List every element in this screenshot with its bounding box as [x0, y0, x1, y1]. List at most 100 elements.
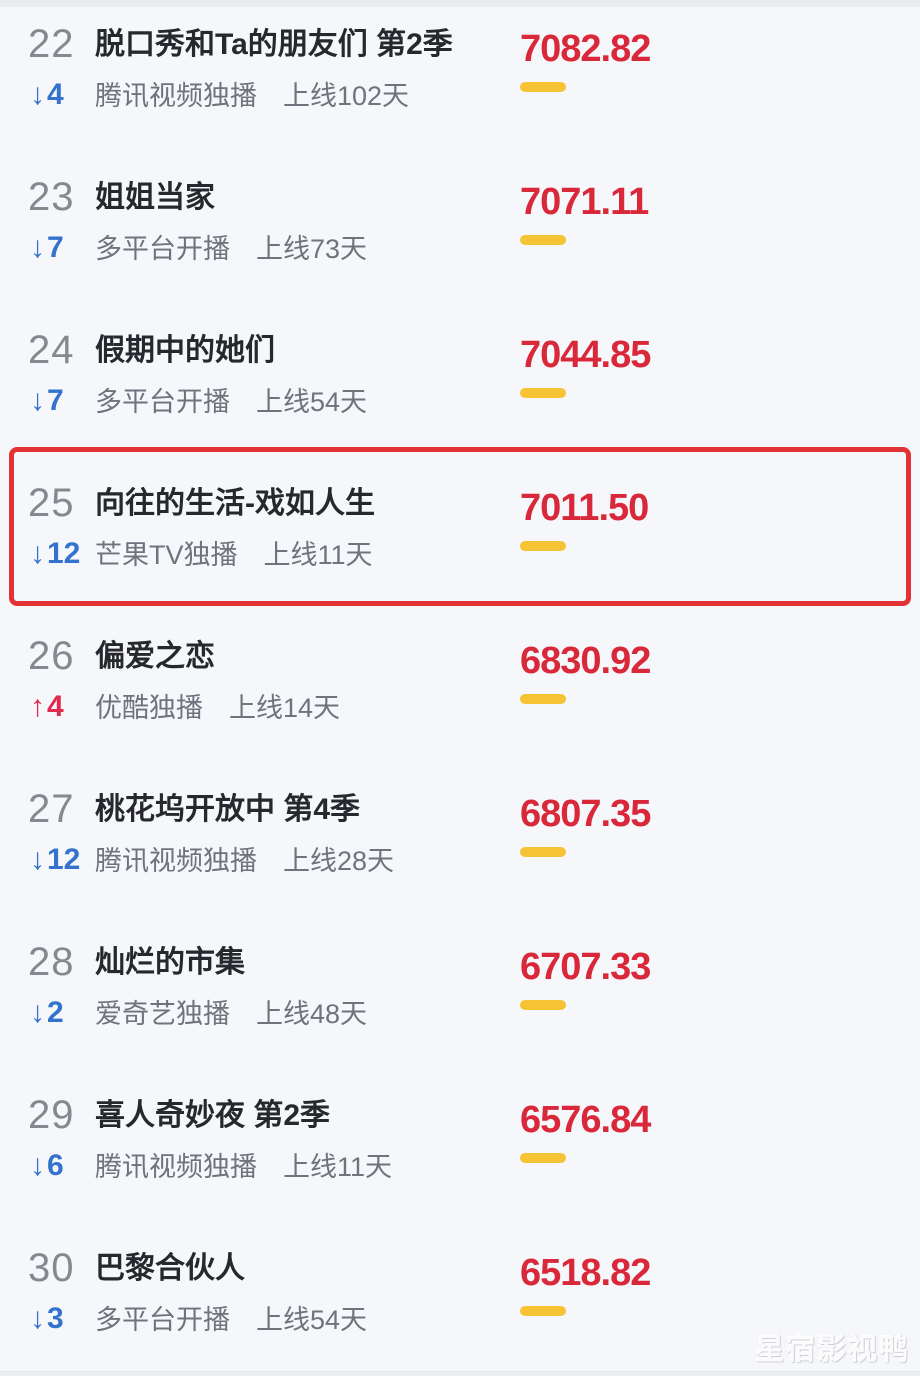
trend-indicator: ↓2 — [30, 996, 64, 1029]
trend-indicator: ↓6 — [30, 1149, 64, 1182]
rank-number: 23 — [28, 175, 75, 219]
trend-indicator: ↓12 — [30, 537, 80, 570]
rank-number: 24 — [28, 328, 75, 372]
platform-label: 多平台开播 — [95, 234, 230, 264]
heat-score: 6830.92 — [520, 640, 651, 682]
score-underline — [520, 1306, 566, 1316]
show-row[interactable]: 25 ↓12 向往的生活-戏如人生 芒果TV独播 上线11天 7011.50 — [0, 447, 920, 632]
heat-score: 7082.82 — [520, 28, 651, 70]
show-row[interactable]: 23 ↓7 姐姐当家 多平台开播 上线73天 7071.11 — [0, 173, 920, 326]
rank-number: 25 — [28, 481, 75, 525]
trend-arrow-icon: ↑ — [30, 690, 45, 723]
trend-value: 7 — [47, 384, 64, 417]
trend-value: 3 — [47, 1302, 64, 1335]
trend-arrow-icon: ↓ — [30, 843, 45, 876]
show-subinfo: 多平台开播 上线54天 — [95, 1304, 367, 1338]
show-subinfo: 多平台开播 上线54天 — [95, 386, 367, 420]
score-underline — [520, 1000, 566, 1010]
show-row[interactable]: 26 ↑4 偏爱之恋 优酷独播 上线14天 6830.92 — [0, 632, 920, 785]
score-box: 7071.11 — [520, 181, 649, 245]
days-online-label: 上线11天 — [283, 1152, 393, 1182]
show-title: 偏爱之恋 — [95, 640, 215, 673]
rank-number: 27 — [28, 787, 75, 831]
score-box: 6518.82 — [520, 1254, 651, 1316]
trend-arrow-icon: ↓ — [30, 537, 45, 570]
show-row[interactable]: 24 ↓7 假期中的她们 多平台开播 上线54天 7044.85 — [0, 326, 920, 479]
score-underline — [520, 235, 566, 245]
platform-label: 芒果TV独播 — [95, 540, 238, 570]
trend-arrow-icon: ↓ — [30, 78, 45, 111]
days-online-label: 上线11天 — [263, 540, 373, 570]
show-title: 假期中的她们 — [95, 334, 275, 367]
trend-indicator: ↓7 — [30, 384, 64, 417]
days-online-label: 上线102天 — [283, 81, 410, 111]
show-title: 姐姐当家 — [95, 181, 215, 214]
show-subinfo: 腾讯视频独播 上线28天 — [95, 845, 394, 879]
trend-value: 7 — [47, 231, 64, 264]
score-box: 6576.84 — [520, 1099, 651, 1163]
score-box: 6707.33 — [520, 948, 651, 1010]
show-title: 脱口秀和Ta的朋友们 第2季 — [95, 28, 453, 61]
score-underline — [520, 388, 566, 398]
trend-indicator: ↓7 — [30, 231, 64, 264]
platform-label: 多平台开播 — [95, 1305, 230, 1335]
show-title: 桃花坞开放中 第4季 — [95, 793, 361, 826]
trend-arrow-icon: ↓ — [30, 1302, 45, 1335]
show-subinfo: 爱奇艺独播 上线48天 — [95, 998, 367, 1032]
show-row[interactable]: 29 ↓6 喜人奇妙夜 第2季 腾讯视频独播 上线11天 6576.84 — [0, 1091, 920, 1244]
platform-label: 腾讯视频独播 — [95, 846, 257, 876]
show-row[interactable]: 27 ↓12 桃花坞开放中 第4季 腾讯视频独播 上线28天 6807.35 — [0, 785, 920, 938]
trend-arrow-icon: ↓ — [30, 1149, 45, 1182]
score-box: 7082.82 — [520, 28, 651, 92]
trend-arrow-icon: ↓ — [30, 231, 45, 264]
trend-value: 12 — [47, 843, 81, 876]
platform-label: 多平台开播 — [95, 387, 230, 417]
heat-score: 6576.84 — [520, 1099, 651, 1141]
top-edge-strip — [0, 0, 920, 7]
show-title: 向往的生活-戏如人生 — [95, 487, 375, 520]
trend-arrow-icon: ↓ — [30, 996, 45, 1029]
days-online-label: 上线28天 — [283, 846, 395, 876]
days-online-label: 上线14天 — [229, 693, 341, 723]
show-title: 巴黎合伙人 — [95, 1252, 245, 1285]
trend-value: 2 — [47, 996, 64, 1029]
heat-score: 6807.35 — [520, 793, 651, 835]
rank-number: 26 — [28, 634, 75, 678]
days-online-label: 上线54天 — [256, 387, 368, 417]
watermark: 星宿影视鸭 — [754, 1334, 910, 1366]
rank-number: 22 — [28, 22, 75, 66]
trend-arrow-icon: ↓ — [30, 384, 45, 417]
trend-indicator: ↓3 — [30, 1302, 64, 1335]
heat-score: 7044.85 — [520, 334, 651, 376]
show-row[interactable]: 22 ↓4 脱口秀和Ta的朋友们 第2季 腾讯视频独播 上线102天 7082.8… — [0, 20, 920, 173]
ranking-list: 22 ↓4 脱口秀和Ta的朋友们 第2季 腾讯视频独播 上线102天 7082.8… — [0, 20, 920, 1376]
days-online-label: 上线73天 — [256, 234, 368, 264]
platform-label: 腾讯视频独播 — [95, 81, 257, 111]
trend-value: 6 — [47, 1149, 64, 1182]
trend-indicator: ↑4 — [30, 690, 64, 723]
trend-value: 12 — [47, 537, 81, 570]
days-online-label: 上线54天 — [256, 1305, 368, 1335]
score-box: 7044.85 — [520, 334, 651, 398]
rank-number: 29 — [28, 1093, 75, 1137]
score-box: 6807.35 — [520, 793, 651, 857]
heat-score: 7071.11 — [520, 181, 649, 223]
score-underline — [520, 847, 566, 857]
show-subinfo: 优酷独播 上线14天 — [95, 692, 340, 726]
show-title: 灿烂的市集 — [95, 946, 245, 979]
score-underline — [520, 694, 566, 704]
platform-label: 腾讯视频独播 — [95, 1152, 257, 1182]
score-box: 6830.92 — [520, 640, 651, 704]
score-underline — [520, 541, 566, 551]
trend-value: 4 — [47, 690, 64, 723]
rank-number: 30 — [28, 1246, 75, 1290]
trend-value: 4 — [47, 78, 64, 111]
rank-number: 28 — [28, 940, 75, 984]
trend-indicator: ↓4 — [30, 78, 64, 111]
show-row[interactable]: 28 ↓2 灿烂的市集 爱奇艺独播 上线48天 6707.33 — [0, 938, 920, 1091]
show-row[interactable]: 30 ↓3 巴黎合伙人 多平台开播 上线54天 6518.82 — [0, 1244, 920, 1376]
show-subinfo: 腾讯视频独播 上线11天 — [95, 1151, 392, 1185]
show-subinfo: 多平台开播 上线73天 — [95, 233, 367, 267]
show-subinfo: 芒果TV独播 上线11天 — [95, 539, 373, 573]
